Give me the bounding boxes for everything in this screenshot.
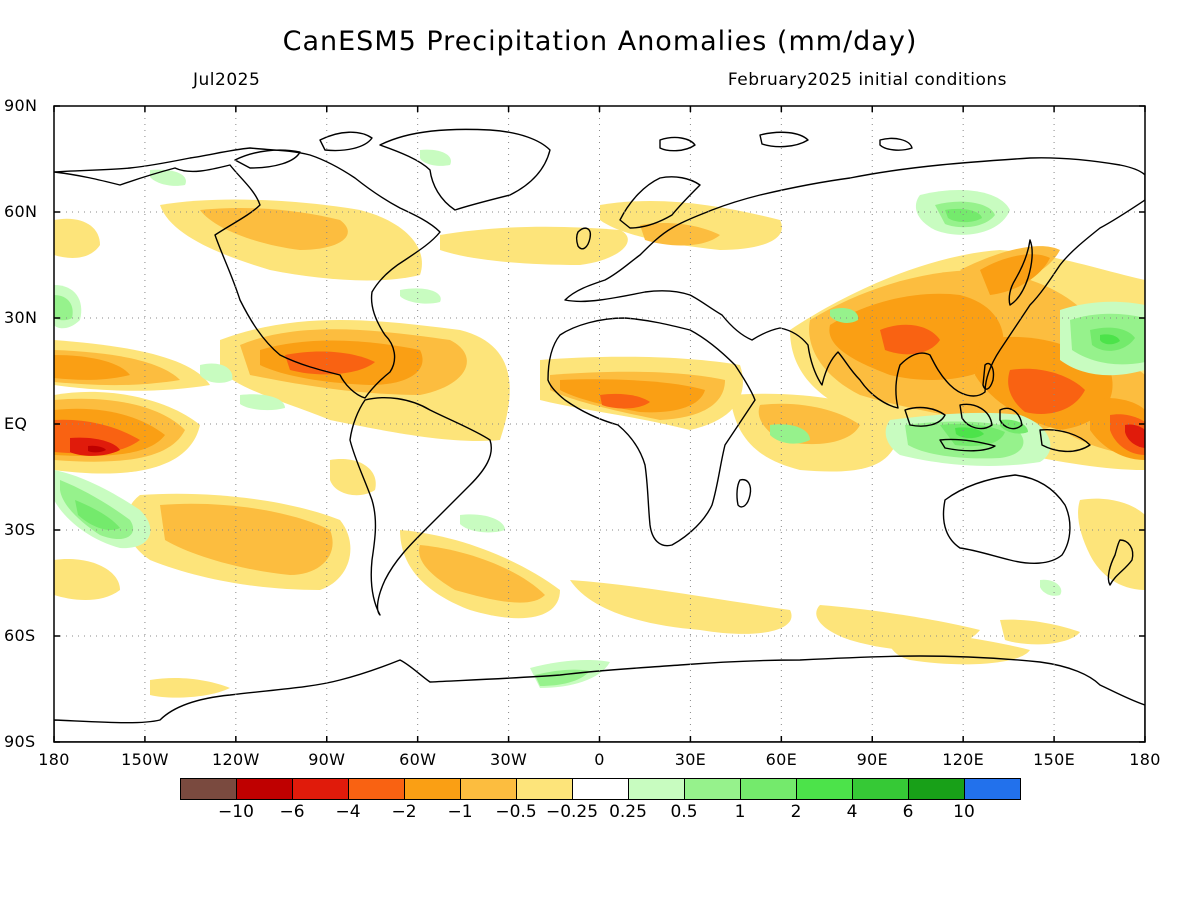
lon-label: 90E bbox=[856, 750, 888, 769]
lat-label: 30N bbox=[4, 308, 38, 327]
lon-label: 180 bbox=[1129, 750, 1161, 769]
lat-label: 30S bbox=[4, 520, 36, 539]
colorbar-label: 2 bbox=[790, 802, 802, 822]
colorbar-swatch bbox=[292, 778, 349, 800]
colorbar-swatch bbox=[628, 778, 685, 800]
colorbar-swatch bbox=[404, 778, 461, 800]
colorbar-label: −4 bbox=[335, 802, 361, 822]
colorbar-label: 0.5 bbox=[670, 802, 698, 822]
lon-label: 60E bbox=[765, 750, 798, 769]
lat-label: 90S bbox=[4, 732, 36, 751]
lon-label: 60W bbox=[399, 750, 437, 769]
colorbar-label: −2 bbox=[391, 802, 417, 822]
colorbar-swatch bbox=[460, 778, 517, 800]
colorbar-swatch bbox=[964, 778, 1021, 800]
colorbar-swatch bbox=[572, 778, 629, 800]
colorbar-label: 0.25 bbox=[609, 802, 647, 822]
lon-label: 30W bbox=[490, 750, 528, 769]
map-title: CanESM5 Precipitation Anomalies (mm/day) bbox=[282, 26, 918, 57]
valid-month: Jul2025 bbox=[193, 70, 261, 90]
lat-label: 90N bbox=[4, 96, 38, 115]
colorbar-label: 10 bbox=[953, 802, 975, 822]
colorbar-swatch bbox=[348, 778, 405, 800]
lon-label: 120E bbox=[942, 750, 985, 769]
colorbar-label: 4 bbox=[846, 802, 858, 822]
initial-conditions-label: February2025 initial conditions bbox=[727, 70, 1007, 90]
colorbar-swatch bbox=[796, 778, 853, 800]
lon-label: 180 bbox=[38, 750, 70, 769]
lon-label: 150E bbox=[1033, 750, 1076, 769]
colorbar-swatch bbox=[852, 778, 909, 800]
colorbar-label: 6 bbox=[902, 802, 914, 822]
axis-ticks bbox=[53, 105, 1146, 743]
colorbar-label: −0.5 bbox=[495, 802, 537, 822]
colorbar-swatch bbox=[236, 778, 293, 800]
colorbar-label: −1 bbox=[447, 802, 473, 822]
colorbar-label: −6 bbox=[279, 802, 305, 822]
coastlines bbox=[54, 128, 1145, 742]
colorbar-label: 1 bbox=[734, 802, 746, 822]
colorbar-swatch bbox=[180, 778, 237, 800]
graticule bbox=[54, 106, 1145, 742]
anomaly-field bbox=[54, 128, 1145, 742]
lon-label: 150W bbox=[121, 750, 169, 769]
lon-label: 0 bbox=[594, 750, 605, 769]
colorbar-swatch bbox=[684, 778, 741, 800]
colorbar-swatch bbox=[516, 778, 573, 800]
lon-label: 90W bbox=[308, 750, 346, 769]
lat-label: 60S bbox=[4, 626, 36, 645]
lat-label: EQ bbox=[4, 414, 28, 433]
lon-label: 30E bbox=[674, 750, 707, 769]
lon-label: 120W bbox=[212, 750, 260, 769]
lat-label: 60N bbox=[4, 202, 38, 221]
colorbar-label: −10 bbox=[218, 802, 254, 822]
colorbar-swatch bbox=[740, 778, 797, 800]
colorbar-label: −0.25 bbox=[545, 802, 599, 822]
colorbar-swatch bbox=[908, 778, 965, 800]
